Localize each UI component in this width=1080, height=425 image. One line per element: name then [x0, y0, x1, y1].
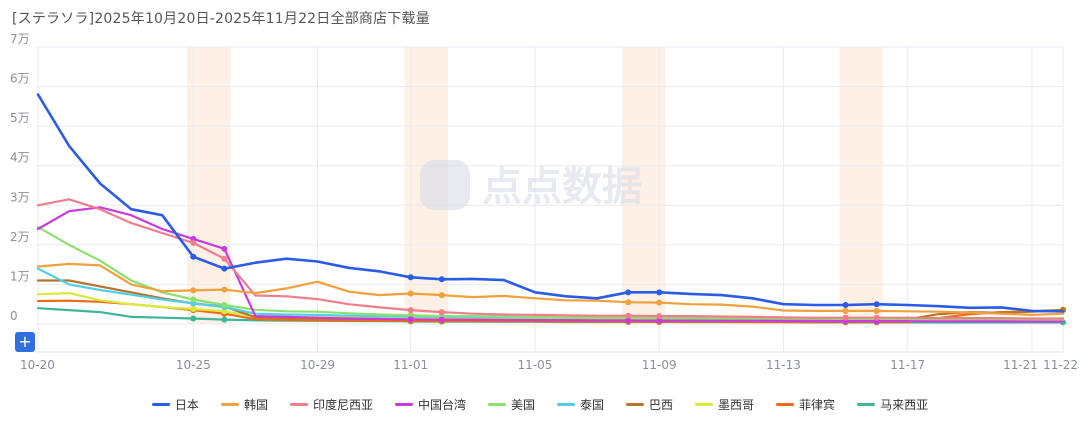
- watermark-text: 点点数据: [482, 164, 642, 210]
- y-tick-label: 0: [10, 309, 18, 323]
- series-line: [36, 226, 1065, 321]
- data-point: [438, 316, 445, 323]
- data-point: [873, 314, 880, 321]
- data-point: [190, 239, 197, 246]
- data-point: [190, 253, 197, 260]
- y-tick-label: 3万: [10, 190, 30, 204]
- data-point: [842, 302, 849, 309]
- y-tick-label: 1万: [10, 269, 30, 283]
- data-point: [656, 313, 663, 320]
- legend-label: 墨西哥: [718, 398, 755, 412]
- legend-swatch: [151, 403, 170, 406]
- data-point: [407, 274, 414, 281]
- series-line: [36, 93, 1065, 313]
- data-point: [656, 299, 663, 306]
- legend-item[interactable]: 巴西: [626, 396, 673, 413]
- legend-label: 中国台湾: [417, 398, 466, 412]
- series-line: [36, 206, 1065, 323]
- legend-swatch: [557, 403, 575, 406]
- legend-label: 美国: [510, 398, 535, 412]
- data-point: [873, 307, 880, 314]
- series-line: [36, 262, 1065, 316]
- data-point: [656, 317, 663, 324]
- weekend-band: [621, 47, 666, 324]
- x-tick-label: 10-25: [176, 358, 211, 372]
- legend-swatch: [220, 403, 239, 406]
- x-tick-label: 10-29: [300, 358, 335, 372]
- data-point: [625, 312, 632, 319]
- data-point: [190, 287, 197, 294]
- data-point: [625, 317, 632, 324]
- data-point: [625, 289, 632, 296]
- data-point: [221, 286, 228, 293]
- series-line: [36, 198, 1065, 320]
- data-point: [407, 290, 414, 297]
- legend-swatch: [695, 403, 714, 406]
- data-point: [221, 255, 228, 262]
- add-button[interactable]: +: [15, 332, 35, 352]
- legend-swatch: [626, 403, 645, 406]
- x-tick-label: 11-01: [393, 358, 428, 372]
- y-tick-label: 5万: [10, 111, 30, 125]
- data-point: [438, 276, 445, 283]
- data-point: [221, 308, 228, 315]
- data-point: [190, 315, 197, 322]
- legend-item[interactable]: 日本: [151, 396, 199, 413]
- data-point: [407, 316, 414, 323]
- y-tick-label: 4万: [10, 151, 30, 165]
- legend-label: 印度尼西亚: [312, 398, 373, 412]
- data-point: [407, 307, 414, 314]
- x-tick-label: 10-20: [20, 358, 55, 372]
- data-point: [873, 301, 880, 308]
- chart-title: [ステラソラ]2025年10月20日-2025年11月22日全部商店下载量: [12, 11, 430, 27]
- watermark-logo: [420, 160, 470, 210]
- data-point: [656, 289, 663, 296]
- data-point: [438, 292, 445, 299]
- legend-swatch: [394, 403, 413, 406]
- legend-item[interactable]: 墨西哥: [695, 396, 754, 413]
- x-tick-label: 11-09: [642, 358, 677, 372]
- legend-item[interactable]: 马来西亚: [857, 396, 928, 413]
- legend-swatch: [289, 403, 308, 406]
- legend-item[interactable]: 中国台湾: [394, 396, 466, 413]
- y-tick-label: 2万: [10, 230, 30, 244]
- legend-label: 韩国: [243, 398, 268, 412]
- x-tick-label: 11-13: [766, 358, 801, 372]
- x-tick-label: 11-17: [890, 358, 925, 372]
- data-point: [842, 314, 849, 321]
- data-point: [190, 305, 197, 312]
- data-point: [221, 265, 228, 272]
- weekend-band: [839, 47, 883, 324]
- data-point: [625, 299, 632, 306]
- weekend-band: [187, 47, 231, 324]
- data-point: [190, 296, 197, 303]
- legend-label: 马来西亚: [880, 398, 929, 412]
- x-tick-label: 11-22: [1043, 358, 1078, 372]
- data-point: [842, 307, 849, 314]
- legend-label: 巴西: [649, 398, 674, 412]
- data-point: [221, 316, 228, 323]
- legend-swatch: [487, 403, 506, 406]
- legend-label: 日本: [174, 398, 199, 412]
- legend-label: 菲律宾: [799, 398, 836, 412]
- y-tick-label: 7万: [10, 32, 30, 46]
- x-tick-label: 11-21: [1003, 358, 1038, 372]
- legend-item[interactable]: 印度尼西亚: [289, 396, 373, 413]
- data-point: [221, 302, 228, 309]
- legend-item[interactable]: 美国: [487, 396, 535, 413]
- x-tick-label: 11-05: [518, 358, 553, 372]
- legend-item[interactable]: 菲律宾: [776, 396, 835, 413]
- data-point: [438, 309, 445, 316]
- y-tick-label: 6万: [10, 72, 30, 86]
- legend-item[interactable]: 韩国: [220, 396, 268, 413]
- legend-swatch: [857, 403, 876, 406]
- legend-swatch: [776, 403, 795, 406]
- legend-item[interactable]: 泰国: [557, 396, 604, 413]
- legend: 日本 韩国 印度尼西亚 中国台湾 美国 泰国 巴西 墨西哥 菲律宾 马来西亚: [0, 396, 1080, 413]
- legend-label: 泰国: [580, 398, 605, 412]
- data-point: [221, 245, 228, 252]
